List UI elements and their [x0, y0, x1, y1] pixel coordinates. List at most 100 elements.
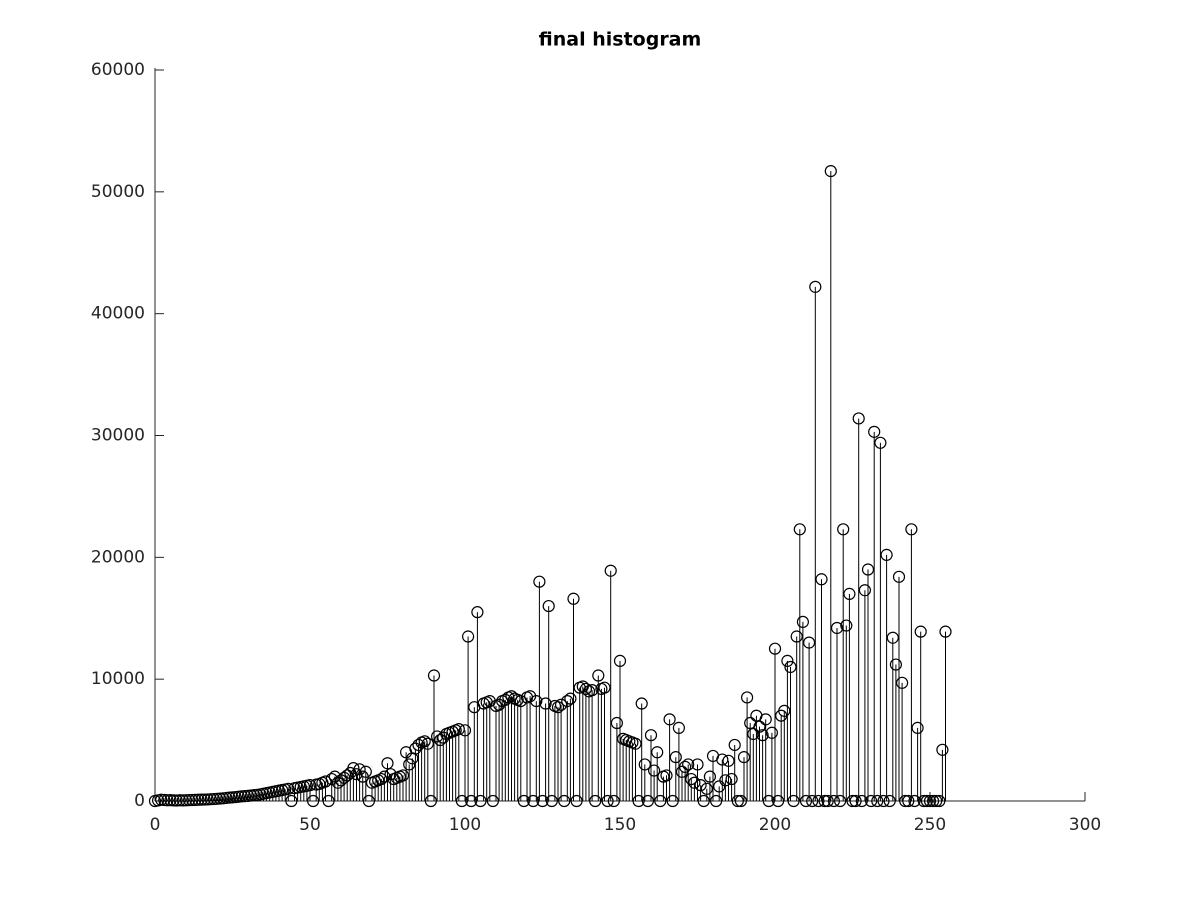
stem-marker: [204, 793, 217, 806]
stem-marker: [672, 721, 686, 735]
stem-marker: [359, 765, 372, 778]
stem-marker: [235, 790, 248, 803]
stem-marker: [815, 573, 828, 586]
stem-marker: [635, 697, 648, 710]
stem-marker: [183, 794, 196, 807]
stem-marker: [914, 625, 927, 638]
stem-marker: [161, 794, 174, 807]
stem-marker: [418, 735, 431, 748]
stem-marker: [713, 780, 726, 793]
stem-marker: [660, 769, 673, 782]
stem-marker: [861, 563, 875, 576]
stem-marker: [737, 751, 751, 764]
stem-marker: [362, 794, 375, 808]
stem-marker: [809, 280, 822, 293]
stem-marker: [607, 794, 620, 808]
stem-marker: [892, 570, 906, 583]
stem-marker: [899, 794, 912, 808]
stem-marker: [784, 660, 797, 674]
stem-marker: [830, 621, 844, 635]
stem-marker: [654, 794, 667, 808]
stem-marker: [877, 794, 890, 808]
stem-marker: [195, 793, 208, 806]
stem-marker: [889, 658, 903, 671]
stem-marker: [325, 772, 338, 786]
stem-marker: [424, 794, 437, 808]
stem-marker: [709, 794, 723, 808]
stem-marker: [431, 730, 444, 743]
stem-marker: [787, 794, 800, 808]
stem-marker: [303, 779, 317, 792]
stem-marker: [762, 794, 775, 808]
stem-marker: [936, 743, 949, 756]
y-tick-label: 50000: [91, 182, 145, 202]
stem-marker: [905, 523, 918, 536]
x-tick-label: 250: [914, 815, 946, 835]
stem-marker: [564, 692, 577, 705]
stem-marker: [613, 654, 627, 667]
stem-marker: [610, 716, 624, 730]
stem-marker: [558, 794, 571, 808]
stem-marker: [768, 642, 782, 655]
stem-marker: [629, 737, 642, 750]
stem-marker: [598, 681, 611, 694]
stem-marker: [812, 794, 825, 808]
stem-marker: [545, 794, 558, 808]
stem-marker: [530, 694, 543, 708]
stem-marker: [579, 682, 593, 696]
stem-marker: [765, 726, 779, 739]
stem-marker: [647, 764, 661, 777]
stem-marker: [781, 654, 794, 667]
stem-marker: [186, 793, 199, 807]
stem-marker: [917, 794, 930, 808]
stem-marker: [638, 758, 651, 771]
stem-marker: [796, 615, 810, 629]
stem-marker: [201, 793, 214, 806]
stem-marker: [409, 742, 422, 755]
stem-marker: [505, 690, 518, 703]
stem-marker: [871, 794, 884, 808]
stem-marker: [886, 631, 899, 644]
stem-marker: [632, 794, 645, 808]
stem-marker: [644, 729, 658, 742]
stem-marker: [756, 729, 769, 742]
stem-marker: [474, 794, 487, 808]
stem-marker: [179, 794, 193, 807]
stem-marker: [700, 782, 713, 795]
stem-marker: [307, 794, 320, 808]
stem-marker: [858, 584, 872, 597]
y-tick-label: 10000: [91, 669, 145, 689]
stem-marker: [604, 564, 617, 577]
stem-marker: [210, 792, 224, 805]
stem-marker: [895, 676, 909, 689]
stem-marker: [238, 790, 251, 803]
stem-marker: [341, 769, 354, 782]
stem-marker: [840, 619, 853, 632]
x-tick-label: 150: [604, 815, 636, 835]
stem-marker: [567, 592, 580, 605]
stem-marker: [799, 794, 813, 808]
stem-marker: [592, 669, 605, 682]
stem-marker: [716, 753, 729, 766]
stem-marker: [551, 701, 565, 714]
stem-marker: [517, 794, 531, 808]
stem-marker: [347, 762, 360, 775]
stem-marker: [434, 733, 447, 747]
stem-marker: [833, 794, 847, 808]
stem-marker: [930, 794, 943, 808]
stem-marker: [539, 697, 552, 710]
stem-marker: [167, 794, 180, 807]
x-tick-label: 300: [1069, 815, 1101, 835]
stem-marker: [173, 794, 186, 807]
stem-marker: [731, 794, 744, 808]
stem-marker: [499, 693, 512, 706]
stem-marker: [378, 770, 391, 783]
x-tick-label: 0: [150, 815, 161, 835]
stem-marker: [802, 636, 816, 649]
chart-title: final histogram: [539, 29, 702, 51]
stem-marker: [855, 794, 868, 808]
stem-marker: [396, 769, 410, 782]
stem-marker: [734, 794, 748, 808]
